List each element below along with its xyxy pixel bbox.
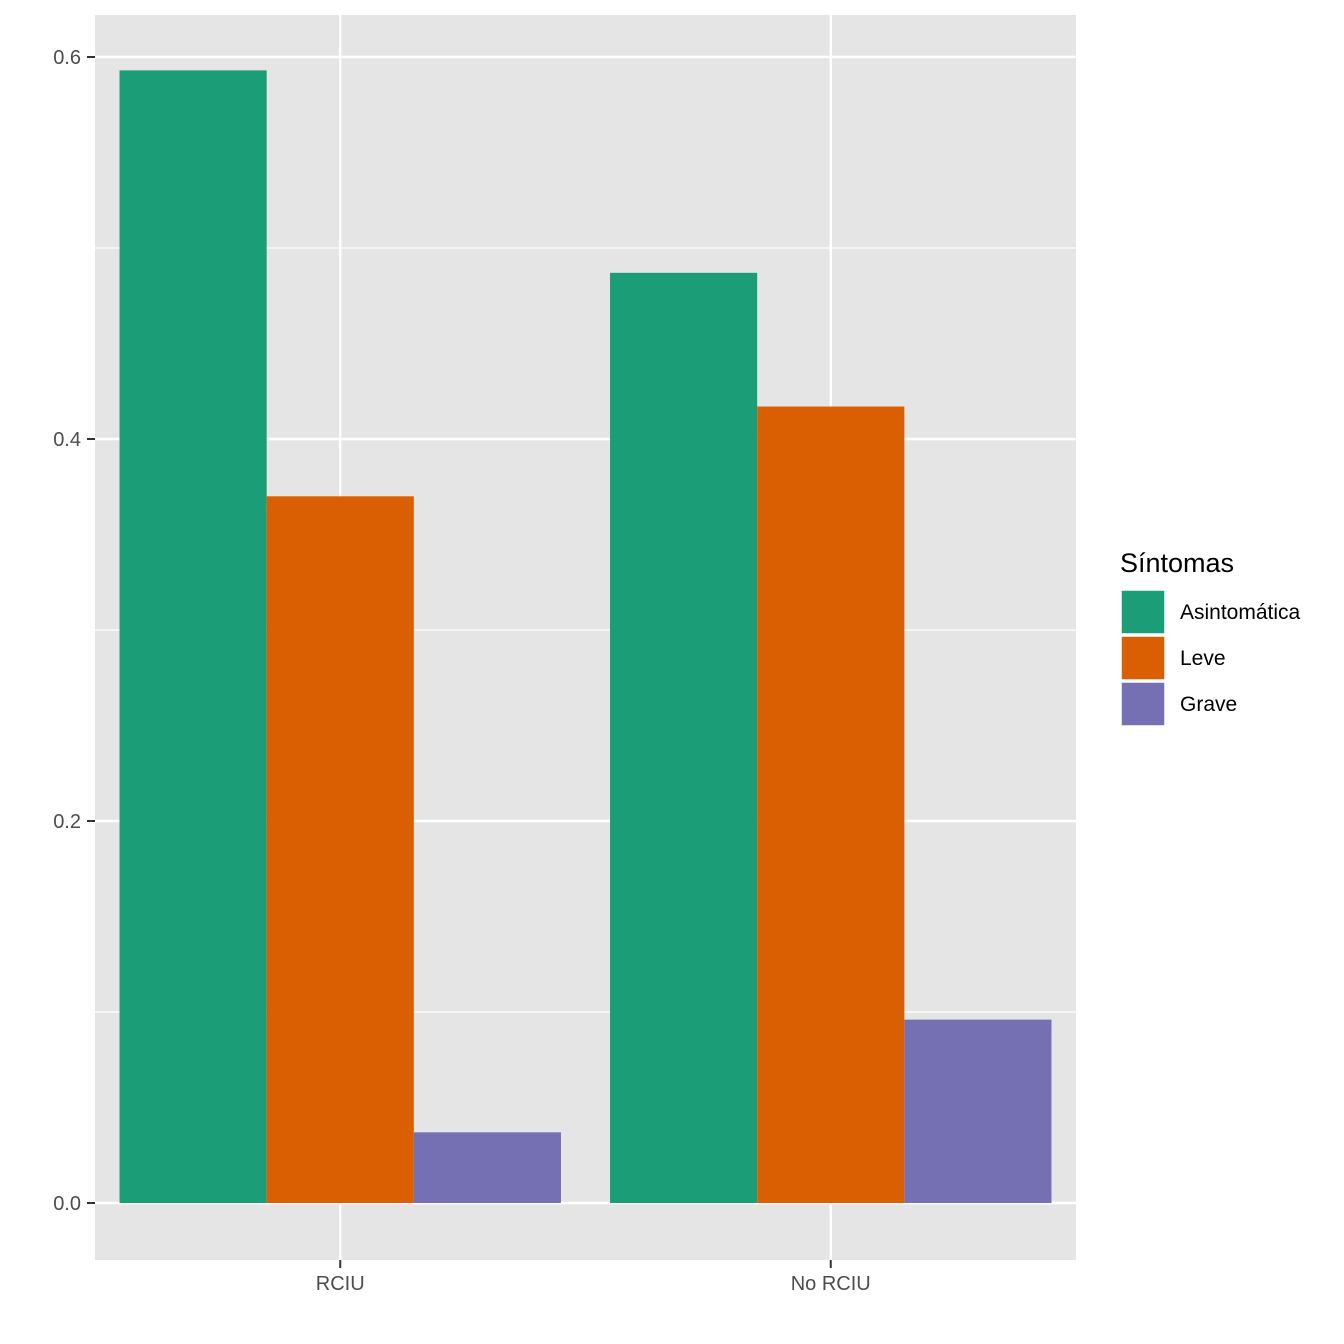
legend-title: Síntomas: [1120, 548, 1234, 578]
bar-asintomática-rciu: [119, 70, 267, 1204]
legend-key: [1120, 589, 1166, 635]
y-tick-label: 0.0: [53, 1193, 81, 1215]
y-tick-label: 0.2: [53, 811, 81, 833]
legend-label: Leve: [1180, 647, 1226, 670]
x-axis: RCIU No RCIU: [316, 1260, 871, 1295]
legend: Síntomas Asintomática Leve Grave: [1120, 548, 1301, 727]
bar-leve-no-rciu: [757, 406, 905, 1203]
bar-leve-rciu: [266, 496, 414, 1203]
legend-label: Asintomática: [1180, 601, 1301, 624]
y-axis: 0.0 0.2 0.4 0.6: [53, 47, 95, 1215]
y-tick-label: 0.4: [53, 429, 81, 451]
bar-asintomática-no-rciu: [610, 272, 758, 1204]
bar-grave-rciu: [413, 1132, 561, 1203]
bar-grave-no-rciu: [904, 1019, 1052, 1203]
bars: [119, 70, 1052, 1204]
legend-key: [1120, 681, 1166, 727]
y-tick-label: 0.6: [53, 47, 81, 69]
x-tick-label: No RCIU: [791, 1273, 871, 1295]
x-tick-label: RCIU: [316, 1273, 365, 1295]
legend-label: Grave: [1180, 693, 1237, 716]
legend-key: [1120, 635, 1166, 681]
